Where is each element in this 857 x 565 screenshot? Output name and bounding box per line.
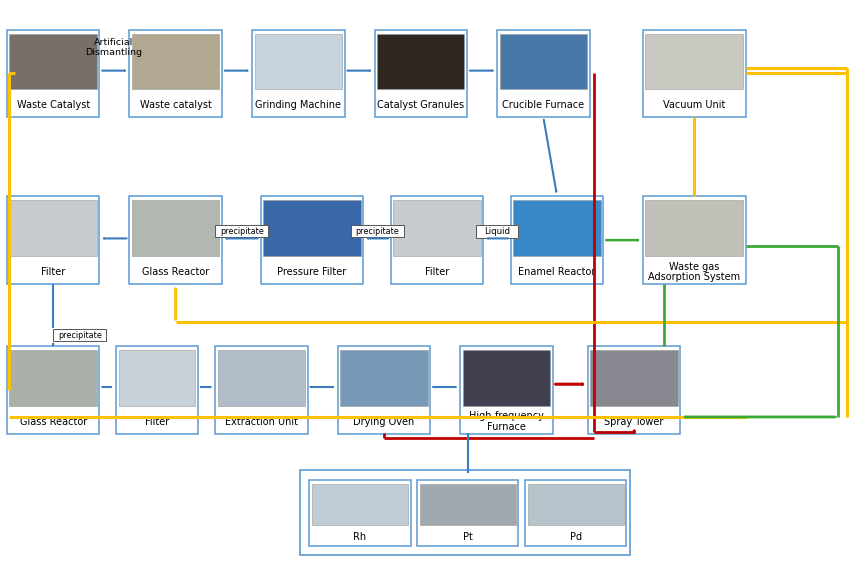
- FancyBboxPatch shape: [513, 201, 601, 256]
- FancyBboxPatch shape: [312, 484, 408, 525]
- FancyBboxPatch shape: [500, 33, 587, 89]
- FancyBboxPatch shape: [463, 350, 550, 406]
- FancyBboxPatch shape: [117, 346, 197, 434]
- FancyBboxPatch shape: [351, 225, 404, 237]
- FancyBboxPatch shape: [420, 484, 516, 525]
- Text: High-frequency
Furnace: High-frequency Furnace: [469, 411, 544, 432]
- FancyBboxPatch shape: [309, 480, 411, 546]
- Text: Rh: Rh: [353, 532, 367, 542]
- Text: Liquid: Liquid: [484, 227, 510, 236]
- FancyBboxPatch shape: [393, 201, 481, 256]
- Text: Waste gas
Adsorption System: Waste gas Adsorption System: [648, 262, 740, 282]
- FancyBboxPatch shape: [511, 197, 603, 284]
- FancyBboxPatch shape: [460, 346, 553, 434]
- FancyBboxPatch shape: [255, 33, 342, 89]
- Text: Waste catalyst: Waste catalyst: [140, 101, 212, 110]
- FancyBboxPatch shape: [129, 30, 222, 118]
- FancyBboxPatch shape: [9, 33, 97, 89]
- Text: precipitate: precipitate: [219, 227, 264, 236]
- FancyBboxPatch shape: [643, 30, 746, 118]
- FancyBboxPatch shape: [417, 480, 518, 546]
- Text: Filter: Filter: [425, 267, 449, 277]
- Text: precipitate: precipitate: [57, 331, 102, 340]
- FancyBboxPatch shape: [338, 346, 430, 434]
- Text: Vacuum Unit: Vacuum Unit: [663, 101, 725, 110]
- FancyBboxPatch shape: [391, 197, 483, 284]
- Text: Glass Reactor: Glass Reactor: [20, 417, 87, 427]
- Text: Pressure Filter: Pressure Filter: [278, 267, 346, 277]
- FancyBboxPatch shape: [340, 350, 428, 406]
- Text: Drying Oven: Drying Oven: [353, 417, 415, 427]
- FancyBboxPatch shape: [645, 201, 743, 256]
- FancyBboxPatch shape: [7, 197, 99, 284]
- FancyBboxPatch shape: [263, 201, 361, 256]
- Text: Artificial
Dismantling: Artificial Dismantling: [86, 38, 142, 57]
- FancyBboxPatch shape: [132, 33, 219, 89]
- FancyBboxPatch shape: [525, 480, 626, 546]
- FancyBboxPatch shape: [129, 197, 222, 284]
- FancyBboxPatch shape: [252, 30, 345, 118]
- Text: Filter: Filter: [41, 267, 65, 277]
- FancyBboxPatch shape: [215, 225, 268, 237]
- Text: Waste Catalyst: Waste Catalyst: [16, 101, 90, 110]
- FancyBboxPatch shape: [218, 350, 305, 406]
- Text: Spray Tower: Spray Tower: [604, 417, 664, 427]
- FancyBboxPatch shape: [497, 30, 590, 118]
- FancyBboxPatch shape: [132, 201, 219, 256]
- FancyBboxPatch shape: [643, 197, 746, 284]
- FancyBboxPatch shape: [7, 346, 99, 434]
- Text: Crucible Furnace: Crucible Furnace: [502, 101, 584, 110]
- FancyBboxPatch shape: [7, 30, 99, 118]
- Text: Glass Reactor: Glass Reactor: [142, 267, 209, 277]
- FancyBboxPatch shape: [590, 350, 678, 406]
- FancyBboxPatch shape: [476, 225, 518, 238]
- Text: Extraction Unit: Extraction Unit: [225, 417, 298, 427]
- FancyBboxPatch shape: [300, 470, 630, 555]
- Text: Pd: Pd: [570, 532, 582, 542]
- FancyBboxPatch shape: [588, 346, 680, 434]
- Text: Filter: Filter: [145, 417, 169, 427]
- FancyBboxPatch shape: [215, 346, 308, 434]
- FancyBboxPatch shape: [645, 33, 743, 89]
- FancyBboxPatch shape: [118, 350, 195, 406]
- Text: Enamel Reactor: Enamel Reactor: [518, 267, 596, 277]
- FancyBboxPatch shape: [375, 30, 467, 118]
- Text: Grinding Machine: Grinding Machine: [255, 101, 341, 110]
- FancyBboxPatch shape: [261, 197, 363, 284]
- Text: Pt: Pt: [463, 532, 473, 542]
- FancyBboxPatch shape: [53, 329, 106, 341]
- Text: Catalyst Granules: Catalyst Granules: [377, 101, 464, 110]
- FancyBboxPatch shape: [9, 350, 97, 406]
- FancyBboxPatch shape: [377, 33, 464, 89]
- FancyBboxPatch shape: [528, 484, 624, 525]
- Text: precipitate: precipitate: [355, 227, 399, 236]
- FancyBboxPatch shape: [9, 201, 97, 256]
